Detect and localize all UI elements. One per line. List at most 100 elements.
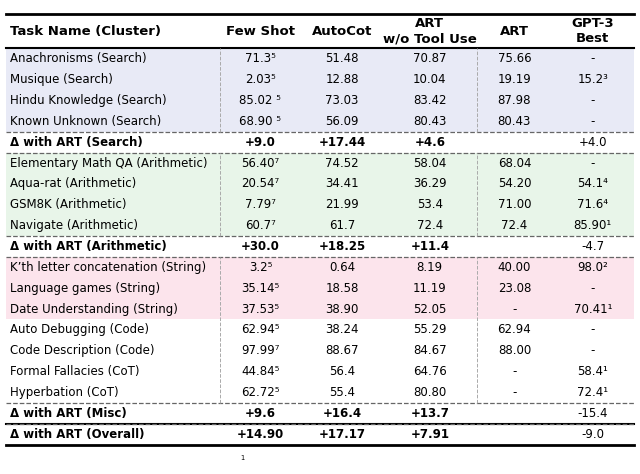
Text: -: - <box>591 52 595 65</box>
Text: 68.04: 68.04 <box>498 156 531 170</box>
Text: 3.2⁵: 3.2⁵ <box>249 261 272 274</box>
Text: +9.6: +9.6 <box>245 407 276 420</box>
Text: 88.67: 88.67 <box>325 344 358 357</box>
Text: 11.19: 11.19 <box>413 282 447 295</box>
Bar <box>6 319 634 340</box>
Text: -: - <box>591 344 595 357</box>
Text: -9.0: -9.0 <box>581 428 604 441</box>
Text: 36.29: 36.29 <box>413 177 447 191</box>
Text: Language games (String): Language games (String) <box>10 282 161 295</box>
Text: 20.54⁷: 20.54⁷ <box>241 177 280 191</box>
Text: 37.53⁵: 37.53⁵ <box>241 302 280 316</box>
Bar <box>6 236 634 257</box>
Text: 61.7: 61.7 <box>329 219 355 232</box>
Text: +16.4: +16.4 <box>323 407 362 420</box>
Text: 51.48: 51.48 <box>325 52 358 65</box>
Text: 60.7⁷: 60.7⁷ <box>245 219 276 232</box>
Text: +30.0: +30.0 <box>241 240 280 253</box>
Text: 62.72⁵: 62.72⁵ <box>241 386 280 399</box>
Text: 70.41¹: 70.41¹ <box>573 302 612 316</box>
Bar <box>6 257 634 278</box>
Bar <box>6 69 634 90</box>
Bar <box>6 340 634 361</box>
Text: Anachronisms (Search): Anachronisms (Search) <box>10 52 147 65</box>
Text: 54.20: 54.20 <box>498 177 531 191</box>
Text: Auto Debugging (Code): Auto Debugging (Code) <box>10 323 149 337</box>
Text: 58.04: 58.04 <box>413 156 447 170</box>
Text: 72.4: 72.4 <box>501 219 527 232</box>
Text: 38.90: 38.90 <box>325 302 358 316</box>
Text: Aqua-rat (Arithmetic): Aqua-rat (Arithmetic) <box>10 177 136 191</box>
Text: 70.87: 70.87 <box>413 52 447 65</box>
Text: K’th letter concatenation (String): K’th letter concatenation (String) <box>10 261 206 274</box>
Text: 52.05: 52.05 <box>413 302 447 316</box>
Text: 56.09: 56.09 <box>325 115 358 128</box>
Bar <box>6 48 634 69</box>
Text: Hyperbation (CoT): Hyperbation (CoT) <box>10 386 119 399</box>
Text: 80.43: 80.43 <box>498 115 531 128</box>
Text: 71.00: 71.00 <box>498 198 531 211</box>
Text: Task Name (Cluster): Task Name (Cluster) <box>10 25 161 38</box>
Bar <box>6 424 634 445</box>
Text: 56.4: 56.4 <box>329 365 355 378</box>
Text: 55.4: 55.4 <box>329 386 355 399</box>
Text: -: - <box>591 115 595 128</box>
Text: 53.4: 53.4 <box>417 198 443 211</box>
Text: +11.4: +11.4 <box>410 240 449 253</box>
Text: 40.00: 40.00 <box>498 261 531 274</box>
Text: 2.03⁵: 2.03⁵ <box>245 73 276 86</box>
Text: Formal Fallacies (CoT): Formal Fallacies (CoT) <box>10 365 140 378</box>
Bar <box>6 299 634 319</box>
Text: 8.19: 8.19 <box>417 261 443 274</box>
Bar <box>6 278 634 299</box>
Text: 58.4¹: 58.4¹ <box>577 365 608 378</box>
Text: 7.79⁷: 7.79⁷ <box>245 198 276 211</box>
Text: +17.44: +17.44 <box>318 136 365 149</box>
Text: 34.41: 34.41 <box>325 177 359 191</box>
Text: 10.04: 10.04 <box>413 73 447 86</box>
Text: 23.08: 23.08 <box>498 282 531 295</box>
Bar <box>6 361 634 382</box>
Text: ART
w/o Tool Use: ART w/o Tool Use <box>383 17 477 46</box>
Text: Date Understanding (String): Date Understanding (String) <box>10 302 178 316</box>
Text: 64.76: 64.76 <box>413 365 447 378</box>
Text: 44.84⁵: 44.84⁵ <box>241 365 280 378</box>
Text: Few Shot: Few Shot <box>226 25 295 38</box>
Text: -: - <box>591 282 595 295</box>
Bar <box>6 153 634 173</box>
Text: 80.80: 80.80 <box>413 386 446 399</box>
Text: Navigate (Arithmetic): Navigate (Arithmetic) <box>10 219 138 232</box>
Text: ART: ART <box>500 25 529 38</box>
Text: 84.67: 84.67 <box>413 344 447 357</box>
Text: 35.14⁵: 35.14⁵ <box>241 282 280 295</box>
Text: 71.3⁵: 71.3⁵ <box>245 52 276 65</box>
Text: 62.94⁵: 62.94⁵ <box>241 323 280 337</box>
Text: 87.98: 87.98 <box>498 94 531 107</box>
Text: 74.52: 74.52 <box>325 156 359 170</box>
Text: 54.1⁴: 54.1⁴ <box>577 177 608 191</box>
Text: 18.58: 18.58 <box>325 282 358 295</box>
Text: 56.40⁷: 56.40⁷ <box>241 156 280 170</box>
Text: 71.6⁴: 71.6⁴ <box>577 198 609 211</box>
Bar <box>6 132 634 153</box>
Bar <box>6 90 634 111</box>
Text: 38.24: 38.24 <box>325 323 358 337</box>
Text: 62.94: 62.94 <box>497 323 531 337</box>
Text: 0.64: 0.64 <box>329 261 355 274</box>
Text: +4.6: +4.6 <box>414 136 445 149</box>
Text: AutoCot: AutoCot <box>312 25 372 38</box>
Text: +7.91: +7.91 <box>410 428 449 441</box>
Text: Code Description (Code): Code Description (Code) <box>10 344 155 357</box>
Text: GPT-3
Best: GPT-3 Best <box>572 17 614 46</box>
Text: +9.0: +9.0 <box>245 136 276 149</box>
Text: Elementary Math QA (Arithmetic): Elementary Math QA (Arithmetic) <box>10 156 208 170</box>
Text: 73.03: 73.03 <box>325 94 358 107</box>
Text: 83.42: 83.42 <box>413 94 447 107</box>
Text: Δ with ART (Arithmetic): Δ with ART (Arithmetic) <box>10 240 167 253</box>
Text: 21.99: 21.99 <box>325 198 359 211</box>
Text: $^1$: $^1$ <box>241 456 246 465</box>
Bar <box>6 14 634 48</box>
Text: +18.25: +18.25 <box>318 240 365 253</box>
Text: -: - <box>512 365 516 378</box>
Text: -15.4: -15.4 <box>577 407 608 420</box>
